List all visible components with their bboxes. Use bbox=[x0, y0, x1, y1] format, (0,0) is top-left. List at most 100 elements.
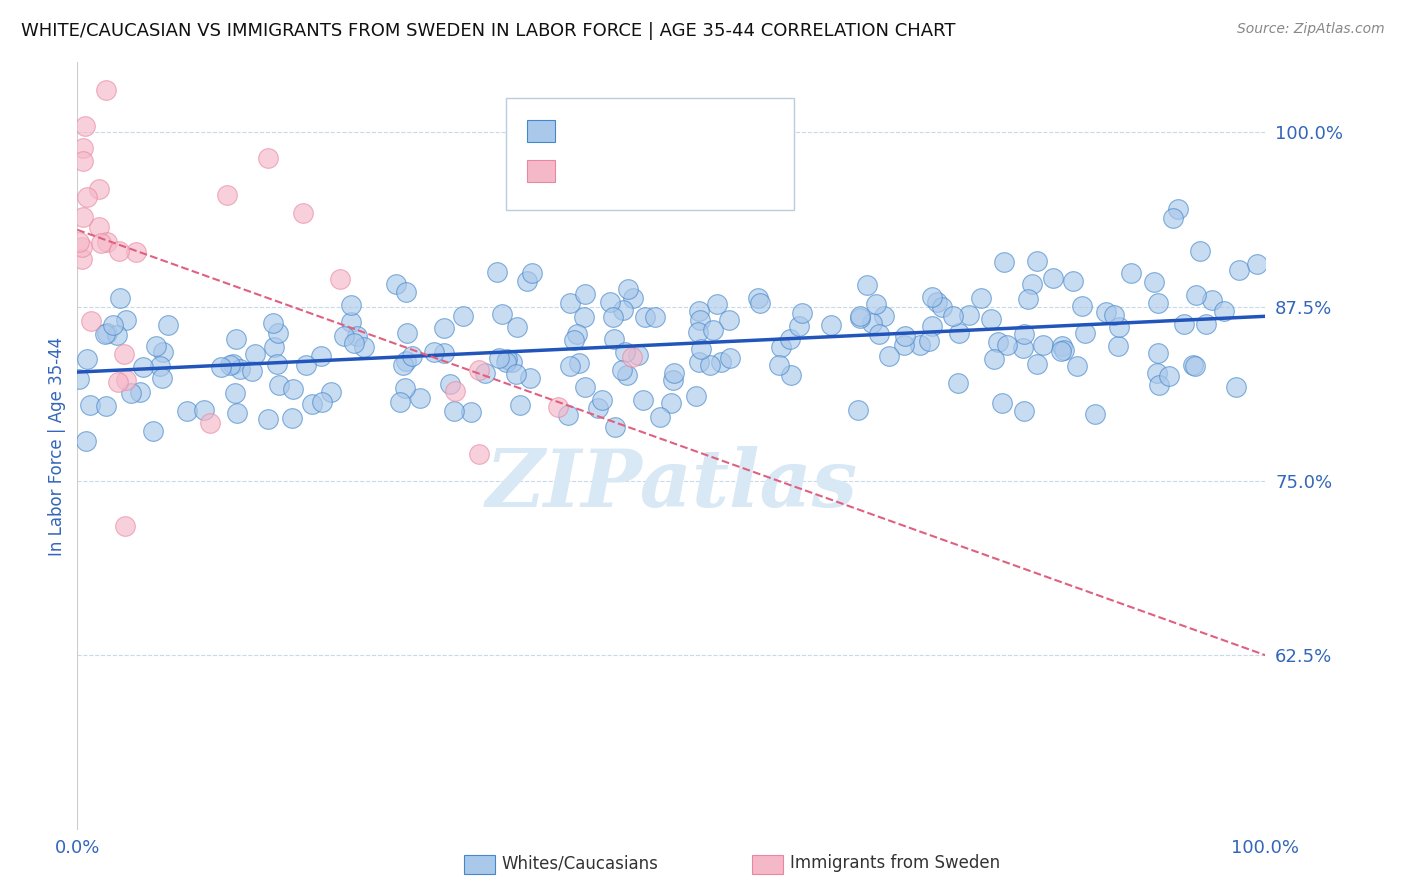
Point bbox=[1108, 319, 1130, 334]
Point bbox=[129, 385, 152, 400]
Point bbox=[689, 312, 711, 326]
Point bbox=[820, 318, 842, 332]
Point bbox=[717, 312, 740, 326]
Point bbox=[1225, 380, 1247, 394]
Point bbox=[395, 326, 418, 341]
Point bbox=[768, 358, 790, 372]
Point bbox=[942, 309, 965, 323]
Point bbox=[433, 346, 456, 360]
Point bbox=[925, 295, 948, 310]
Point bbox=[115, 373, 138, 387]
Point bbox=[226, 406, 249, 420]
Point bbox=[633, 310, 655, 324]
Point bbox=[1107, 339, 1129, 353]
Point bbox=[659, 395, 682, 409]
Point bbox=[1012, 403, 1035, 417]
Point bbox=[790, 306, 813, 320]
Point bbox=[217, 188, 239, 202]
Point bbox=[96, 235, 118, 249]
Text: Source: ZipAtlas.com: Source: ZipAtlas.com bbox=[1237, 22, 1385, 37]
Point bbox=[616, 368, 638, 383]
Point bbox=[599, 295, 621, 310]
Point bbox=[149, 359, 172, 373]
Point bbox=[1066, 359, 1088, 373]
Point bbox=[980, 311, 1002, 326]
Point bbox=[644, 310, 666, 324]
Point bbox=[89, 182, 111, 196]
Point bbox=[1146, 366, 1168, 380]
Point bbox=[1189, 244, 1212, 259]
Point bbox=[1050, 344, 1073, 359]
Point bbox=[1185, 287, 1208, 301]
Point bbox=[108, 291, 131, 305]
Point bbox=[94, 399, 117, 413]
Point bbox=[948, 326, 970, 340]
Point bbox=[408, 391, 430, 405]
Text: R =: R = bbox=[561, 120, 598, 139]
Text: 30: 30 bbox=[728, 160, 755, 179]
Text: -0.058: -0.058 bbox=[606, 160, 675, 179]
Point bbox=[509, 398, 531, 412]
Point bbox=[460, 405, 482, 419]
Point bbox=[560, 359, 582, 374]
Point bbox=[353, 339, 375, 353]
Point bbox=[702, 323, 724, 337]
Point bbox=[267, 326, 290, 340]
Point bbox=[394, 285, 416, 299]
Point bbox=[145, 338, 167, 352]
Point bbox=[1102, 308, 1125, 322]
Point bbox=[443, 403, 465, 417]
Point bbox=[105, 327, 128, 342]
Point bbox=[156, 318, 179, 333]
Point bbox=[931, 300, 953, 314]
Point bbox=[1012, 327, 1035, 342]
Point bbox=[295, 358, 318, 372]
Point bbox=[779, 368, 801, 383]
Point bbox=[89, 219, 111, 234]
Point bbox=[970, 291, 993, 305]
Point bbox=[557, 408, 579, 422]
Point bbox=[688, 304, 710, 318]
Point bbox=[987, 335, 1010, 350]
Text: Whites/Caucasians: Whites/Caucasians bbox=[502, 855, 659, 872]
Point bbox=[76, 190, 98, 204]
Point bbox=[849, 309, 872, 323]
Point bbox=[491, 307, 513, 321]
Text: R =: R = bbox=[561, 160, 598, 179]
Point bbox=[132, 359, 155, 374]
Point bbox=[650, 410, 672, 425]
Point bbox=[444, 384, 467, 399]
Point bbox=[991, 396, 1014, 410]
Point bbox=[75, 434, 97, 448]
Point bbox=[72, 153, 94, 168]
Point bbox=[96, 326, 118, 341]
Point bbox=[631, 393, 654, 408]
Point bbox=[612, 302, 634, 317]
Point bbox=[80, 314, 103, 328]
Point bbox=[1246, 257, 1268, 271]
Point bbox=[103, 318, 125, 332]
Point bbox=[495, 355, 517, 369]
Point bbox=[1146, 296, 1168, 310]
Point bbox=[451, 309, 474, 323]
Point bbox=[218, 359, 240, 373]
Point bbox=[1062, 274, 1084, 288]
Point bbox=[488, 351, 510, 365]
Point bbox=[1074, 326, 1097, 341]
Point bbox=[1143, 275, 1166, 289]
Point bbox=[1184, 359, 1206, 374]
Point bbox=[96, 83, 118, 97]
Text: ZIPatlas: ZIPatlas bbox=[485, 446, 858, 523]
Point bbox=[560, 296, 582, 310]
Point bbox=[120, 386, 142, 401]
Y-axis label: In Labor Force | Age 35-44: In Labor Force | Age 35-44 bbox=[48, 336, 66, 556]
Point bbox=[394, 381, 416, 395]
Point bbox=[568, 356, 591, 370]
Point bbox=[329, 272, 352, 286]
Point bbox=[520, 266, 543, 280]
Point bbox=[720, 351, 742, 365]
Point bbox=[263, 340, 285, 354]
Point bbox=[1182, 359, 1205, 373]
Point bbox=[686, 325, 709, 339]
Point bbox=[506, 319, 529, 334]
